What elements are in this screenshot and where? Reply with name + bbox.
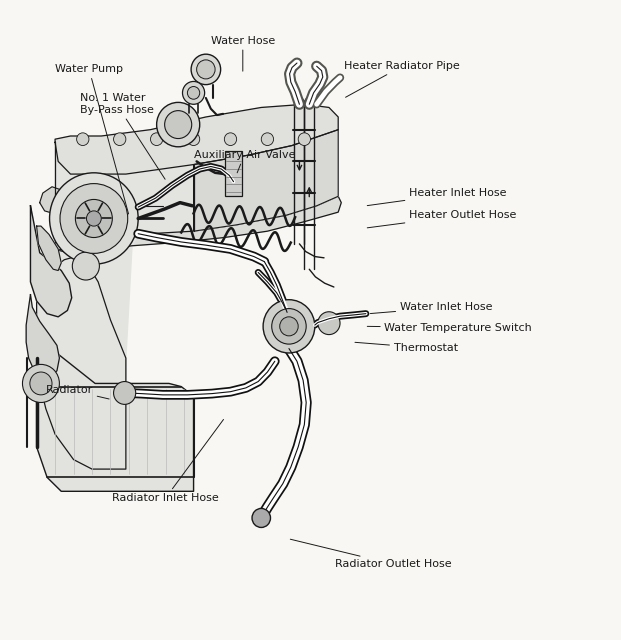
Circle shape [150,133,163,145]
Circle shape [86,211,101,226]
Polygon shape [194,130,338,231]
Circle shape [261,133,274,145]
Polygon shape [40,187,68,213]
Circle shape [114,381,136,404]
Text: Heater Radiator Pipe: Heater Radiator Pipe [345,61,460,97]
Text: Water Inlet Hose: Water Inlet Hose [370,302,492,314]
Circle shape [318,312,340,335]
Text: Water Hose: Water Hose [211,36,275,71]
Polygon shape [37,352,194,492]
Text: Heater Inlet Hose: Heater Inlet Hose [367,188,507,205]
Circle shape [22,364,60,403]
Circle shape [156,102,200,147]
Circle shape [188,133,200,145]
Circle shape [252,508,271,527]
Text: Heater Outlet Hose: Heater Outlet Hose [367,211,516,228]
Circle shape [188,86,200,99]
Circle shape [114,133,126,145]
Circle shape [30,372,52,395]
Circle shape [76,133,89,145]
Polygon shape [37,226,61,271]
Text: Radiator Outlet Hose: Radiator Outlet Hose [290,540,451,569]
Circle shape [298,133,310,145]
Circle shape [263,300,315,353]
Text: Radiator Inlet Hose: Radiator Inlet Hose [112,419,224,502]
Bar [225,150,242,196]
Circle shape [75,200,112,237]
Polygon shape [37,250,126,469]
Polygon shape [37,142,194,469]
Text: Thermostat: Thermostat [355,342,458,353]
Text: No. 1 Water
By-Pass Hose: No. 1 Water By-Pass Hose [79,93,165,179]
Circle shape [50,173,138,264]
Circle shape [191,54,220,84]
Polygon shape [55,104,338,174]
Circle shape [272,308,306,344]
Circle shape [60,184,128,253]
Polygon shape [37,196,342,275]
Text: Water Pump: Water Pump [55,65,129,214]
Polygon shape [30,206,71,317]
Circle shape [72,252,99,280]
Circle shape [279,317,298,336]
Circle shape [165,111,192,138]
Circle shape [224,133,237,145]
Text: Auxiliary Air Valve: Auxiliary Air Valve [194,150,295,173]
Polygon shape [26,294,60,378]
Circle shape [183,81,205,104]
Text: Water Temperature Switch: Water Temperature Switch [367,323,532,333]
Circle shape [197,60,215,79]
Text: Radiator: Radiator [46,385,109,399]
